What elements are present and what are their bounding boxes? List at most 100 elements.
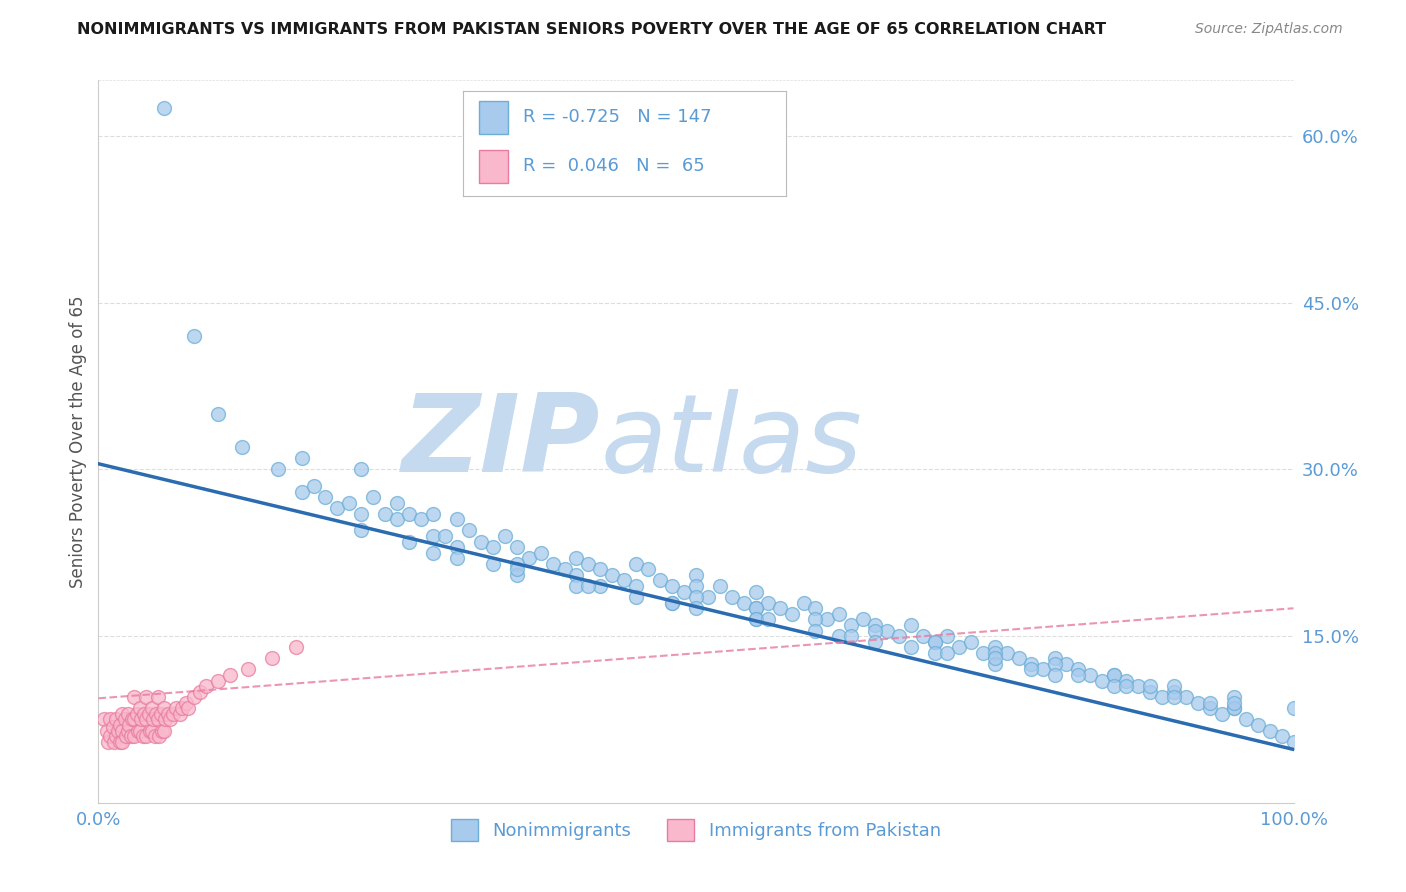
Point xyxy=(120,729,142,743)
Text: ZIP: ZIP xyxy=(402,389,600,494)
Point xyxy=(219,668,242,682)
Point xyxy=(841,618,863,632)
Point xyxy=(363,490,385,504)
Point xyxy=(422,507,444,521)
Point xyxy=(135,713,157,727)
Point xyxy=(172,701,194,715)
Point xyxy=(876,624,898,638)
Point xyxy=(602,568,624,582)
Point xyxy=(153,701,176,715)
Point xyxy=(398,534,420,549)
Point xyxy=(1152,690,1174,705)
Point xyxy=(93,713,115,727)
Point xyxy=(1080,668,1102,682)
Point xyxy=(1234,713,1257,727)
Point xyxy=(828,629,851,643)
Point xyxy=(267,462,290,476)
Point xyxy=(578,557,600,571)
Point xyxy=(554,562,576,576)
Point xyxy=(141,701,163,715)
Point xyxy=(177,701,200,715)
Point xyxy=(613,574,636,588)
Point xyxy=(865,634,887,648)
Point xyxy=(107,723,129,738)
Point xyxy=(1163,690,1185,705)
Point xyxy=(745,601,768,615)
Point xyxy=(1115,679,1137,693)
Text: atlas: atlas xyxy=(600,389,862,494)
Point xyxy=(183,690,205,705)
Point xyxy=(111,734,134,748)
Point xyxy=(114,713,136,727)
Point xyxy=(207,673,229,688)
Point xyxy=(105,729,128,743)
Point xyxy=(1187,696,1209,710)
Point xyxy=(924,646,946,660)
Point xyxy=(1043,651,1066,665)
Point xyxy=(780,607,803,621)
Point xyxy=(1008,651,1031,665)
Point xyxy=(984,640,1007,655)
Point xyxy=(589,579,612,593)
Point xyxy=(148,690,170,705)
Point xyxy=(446,540,468,554)
Point xyxy=(117,706,139,721)
Point xyxy=(231,440,253,454)
Point xyxy=(1091,673,1114,688)
Point xyxy=(1258,723,1281,738)
Point xyxy=(111,706,134,721)
Point xyxy=(865,624,887,638)
Point xyxy=(673,584,696,599)
Point xyxy=(1163,679,1185,693)
Point xyxy=(1104,668,1126,682)
Point xyxy=(139,723,162,738)
Point xyxy=(1019,657,1042,671)
Point xyxy=(138,706,160,721)
Point xyxy=(458,524,481,538)
Point xyxy=(350,462,373,476)
Point xyxy=(984,657,1007,671)
Point xyxy=(117,723,139,738)
Point xyxy=(530,546,553,560)
Text: Source: ZipAtlas.com: Source: ZipAtlas.com xyxy=(1195,22,1343,37)
Point xyxy=(506,557,529,571)
Point xyxy=(1271,729,1294,743)
Point xyxy=(434,529,457,543)
Point xyxy=(960,634,983,648)
Point xyxy=(148,729,170,743)
Point xyxy=(481,557,505,571)
Point xyxy=(756,612,779,626)
Point xyxy=(793,596,815,610)
Point xyxy=(745,612,768,626)
Point xyxy=(815,612,838,626)
Point xyxy=(131,713,153,727)
Point xyxy=(96,723,118,738)
Point xyxy=(506,540,529,554)
Point xyxy=(153,101,176,115)
Point xyxy=(1139,679,1161,693)
Point xyxy=(145,706,167,721)
Point xyxy=(105,713,128,727)
Point xyxy=(804,612,827,626)
Point xyxy=(98,713,122,727)
Point xyxy=(1056,657,1078,671)
Point xyxy=(422,546,444,560)
Point xyxy=(291,451,314,466)
Point xyxy=(841,629,863,643)
Point xyxy=(1067,662,1090,676)
Point xyxy=(124,713,146,727)
Point xyxy=(517,551,540,566)
Point xyxy=(315,490,337,504)
Point xyxy=(936,646,959,660)
Point xyxy=(1104,679,1126,693)
Point xyxy=(948,640,970,655)
Point xyxy=(924,634,946,648)
Point xyxy=(911,629,934,643)
Point xyxy=(745,601,768,615)
Point xyxy=(685,590,707,604)
Point xyxy=(1223,701,1246,715)
Point xyxy=(494,529,516,543)
Point xyxy=(350,507,373,521)
Point xyxy=(326,501,349,516)
Point xyxy=(900,618,922,632)
